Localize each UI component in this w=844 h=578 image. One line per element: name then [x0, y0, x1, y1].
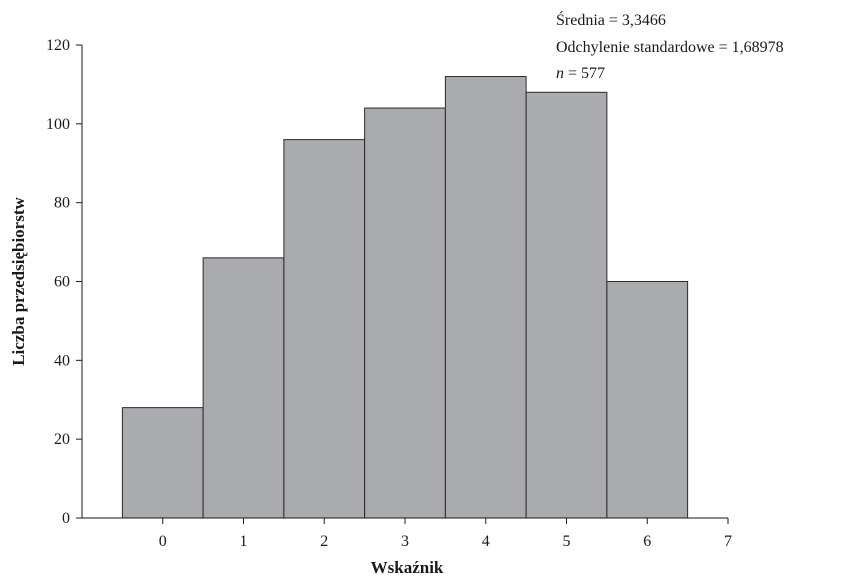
x-tick-label-7: 7: [724, 533, 732, 550]
y-tick-label-80: 80: [54, 195, 70, 212]
x-tick-label-0: 0: [159, 533, 167, 550]
x-tick-label-5: 5: [563, 533, 571, 550]
y-tick-label-20: 20: [54, 431, 70, 448]
n-annotation: n = 577: [556, 65, 605, 82]
bar-6: [606, 281, 689, 519]
mean-annotation: Średnia = 3,3466: [556, 10, 666, 29]
y-tick-label-100: 100: [46, 116, 70, 133]
y-axis-title: Liczba przedsiębiorstw: [9, 197, 28, 366]
x-tick-label-4: 4: [482, 533, 490, 550]
std-annotation: Odchylenie standardowe = 1,68978: [556, 39, 784, 56]
bar-0: [121, 407, 204, 519]
x-tick-label-3: 3: [401, 533, 409, 550]
y-tick-label-40: 40: [54, 352, 70, 369]
bars-group: [121, 76, 689, 519]
n-value: = 577: [564, 65, 605, 82]
bar-3: [364, 107, 446, 519]
bar-1: [202, 257, 285, 519]
x-tick-label-1: 1: [240, 533, 248, 550]
x-axis-title: Wskaźnik: [371, 558, 444, 577]
x-tick-label-2: 2: [320, 533, 328, 550]
bar-5: [525, 91, 608, 519]
bar-4: [444, 76, 527, 519]
y-ticks-group: 0 20 40 60 80 100 120: [46, 37, 82, 527]
x-ticks-group: 0 1 2 3 4 5 6 7: [159, 518, 732, 550]
y-tick-label-120: 120: [46, 37, 70, 54]
y-tick-label-60: 60: [54, 274, 70, 291]
bar-2: [283, 139, 366, 519]
n-symbol: n: [556, 65, 564, 82]
stats-annotation: Średnia = 3,3466 Odchylenie standardowe …: [556, 10, 784, 82]
y-tick-label-0: 0: [62, 510, 70, 527]
x-tick-label-6: 6: [643, 533, 651, 550]
